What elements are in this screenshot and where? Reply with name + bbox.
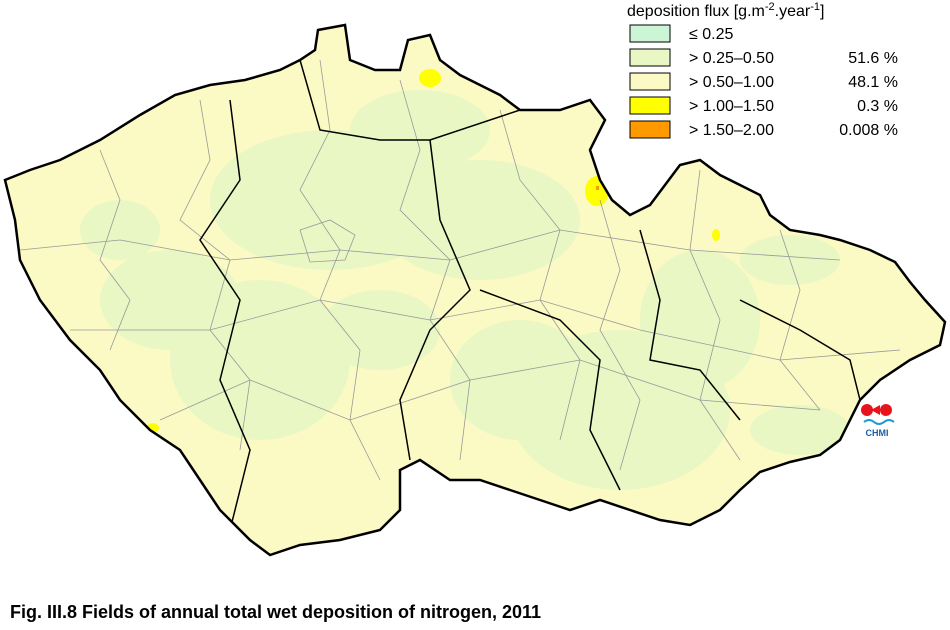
legend-share: 51.6 % bbox=[848, 50, 898, 67]
caption: Fig. III.8 Fields of annual total wet de… bbox=[10, 602, 541, 622]
legend-swatch bbox=[629, 48, 671, 67]
legend-label: > 1.50–2.00 bbox=[689, 122, 774, 139]
logo: CHMI bbox=[861, 404, 895, 438]
legend-swatch bbox=[629, 96, 671, 115]
legend-label: > 0.50–1.00 bbox=[689, 74, 774, 91]
district-borders bbox=[19, 59, 901, 481]
region-borders bbox=[199, 59, 861, 531]
legend-swatch bbox=[629, 120, 671, 139]
legend: deposition flux [g.m-2.year-1] ≤ 0.25 > 0… bbox=[627, 1, 898, 139]
legend-label: > 0.25–0.50 bbox=[689, 50, 774, 67]
legend-share: 0.3 % bbox=[857, 98, 898, 115]
logo-text: CHMI bbox=[866, 428, 889, 438]
legend-label: > 1.00–1.50 bbox=[689, 98, 774, 115]
legend-label: ≤ 0.25 bbox=[689, 26, 733, 43]
legend-title: deposition flux [g.m-2.year-1] bbox=[627, 1, 824, 20]
legend-swatch bbox=[629, 24, 671, 43]
legend-share: 0.008 % bbox=[839, 122, 898, 139]
legend-share: 48.1 % bbox=[848, 74, 898, 91]
legend-swatch bbox=[629, 72, 671, 91]
